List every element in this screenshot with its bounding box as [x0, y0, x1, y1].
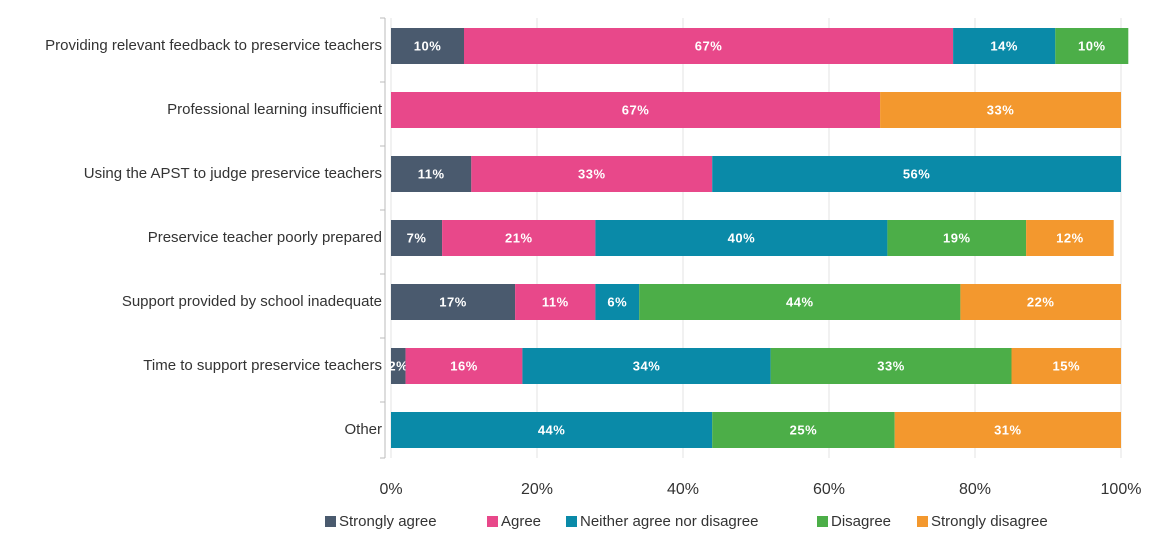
bar-segment	[639, 284, 961, 320]
value-label: 25%	[790, 422, 818, 437]
bar-segment	[391, 156, 472, 192]
bar-segment	[391, 92, 881, 128]
bar-segment	[887, 220, 1027, 256]
bar-segment	[1055, 28, 1129, 64]
bar-segment	[391, 220, 443, 256]
bar-segment	[464, 28, 954, 64]
bar-segment	[515, 284, 596, 320]
value-label: 10%	[414, 38, 442, 53]
legend-swatch	[487, 516, 498, 527]
value-label: 22%	[1027, 294, 1055, 309]
bar-segment	[405, 348, 523, 384]
bar-segment	[1026, 220, 1114, 256]
value-label: 11%	[418, 166, 445, 181]
legend-label: Neither agree nor disagree	[580, 513, 758, 530]
value-label: 21%	[505, 230, 533, 245]
value-label: 14%	[990, 38, 1018, 53]
legend-swatch	[566, 516, 577, 527]
value-label: 17%	[439, 294, 467, 309]
value-label: 56%	[903, 166, 931, 181]
category-label: Providing relevant feedback to preservic…	[45, 37, 382, 54]
bar-segment	[770, 348, 1012, 384]
bar-segment	[712, 156, 1121, 192]
bar-segment	[391, 28, 464, 64]
x-tick-label: 60%	[813, 481, 845, 498]
value-label: 7%	[407, 230, 427, 245]
value-label: 11%	[542, 294, 569, 309]
value-label: 67%	[695, 38, 723, 53]
category-label: Preservice teacher poorly prepared	[148, 229, 382, 246]
value-label: 44%	[538, 422, 566, 437]
value-label: 33%	[578, 166, 606, 181]
value-label: 34%	[633, 358, 661, 373]
value-label: 67%	[622, 102, 650, 117]
bar-segment	[442, 220, 596, 256]
value-label: 16%	[450, 358, 478, 373]
x-tick-label: 20%	[521, 481, 553, 498]
x-tick-label: 0%	[379, 481, 402, 498]
value-label: 33%	[877, 358, 905, 373]
legend-label: Disagree	[831, 513, 891, 530]
legend-swatch	[817, 516, 828, 527]
bar-segment	[1011, 348, 1121, 384]
category-label: Other	[344, 421, 382, 438]
value-label: 10%	[1078, 38, 1106, 53]
value-label: 12%	[1056, 230, 1084, 245]
value-label: 19%	[943, 230, 971, 245]
legend-label: Strongly disagree	[931, 513, 1048, 530]
value-label: 15%	[1052, 358, 1080, 373]
value-label: 6%	[607, 294, 627, 309]
bar-segment	[960, 284, 1121, 320]
bar-segment	[880, 92, 1121, 128]
category-label: Support provided by school inadequate	[122, 293, 382, 310]
category-label: Time to support preservice teachers	[143, 357, 382, 374]
value-label: 44%	[786, 294, 814, 309]
legend-swatch	[325, 516, 336, 527]
legend-swatch	[917, 516, 928, 527]
x-tick-label: 100%	[1101, 481, 1142, 498]
bar-segment	[391, 284, 516, 320]
x-tick-label: 80%	[959, 481, 991, 498]
bar-segment	[712, 412, 895, 448]
bar-segment	[953, 28, 1056, 64]
value-label: 33%	[987, 102, 1015, 117]
x-tick-label: 40%	[667, 481, 699, 498]
value-label: 31%	[994, 422, 1022, 437]
bar-segment	[391, 412, 713, 448]
category-label: Using the APST to judge preservice teach…	[84, 165, 382, 182]
bar-segment	[595, 284, 640, 320]
bar-segment	[894, 412, 1121, 448]
legend-label: Agree	[501, 513, 541, 530]
legend-label: Strongly agree	[339, 513, 437, 530]
bar-segment	[595, 220, 888, 256]
bar-segment	[391, 348, 406, 384]
value-label: 40%	[728, 230, 756, 245]
bar-segment	[471, 156, 713, 192]
bar-segment	[522, 348, 771, 384]
category-label: Professional learning insufficient	[167, 101, 383, 118]
value-label: 2%	[388, 358, 408, 373]
